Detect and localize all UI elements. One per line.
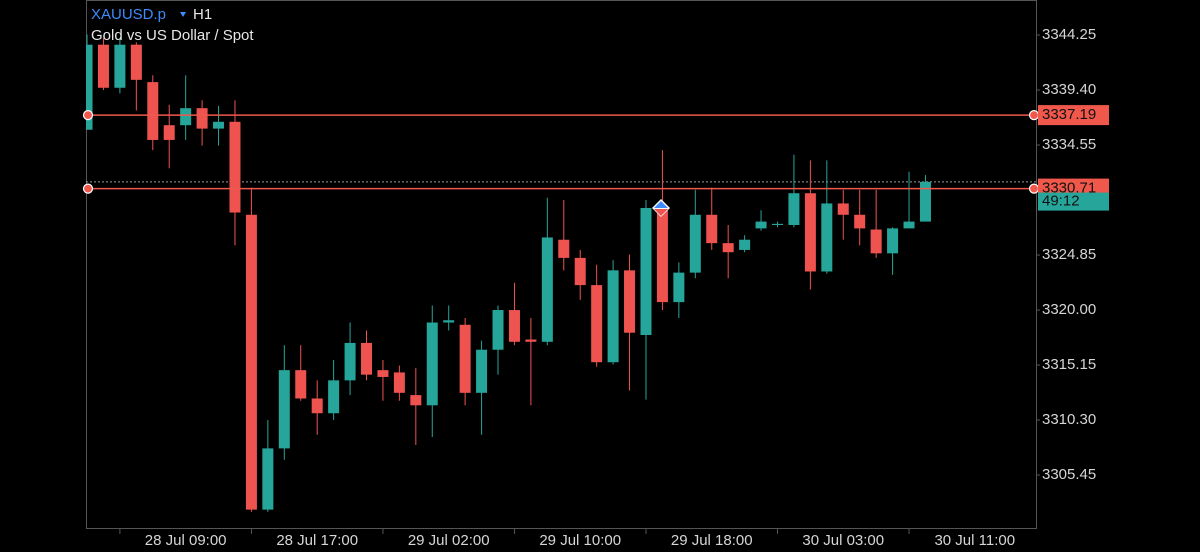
y-tick-label: 3305.45 [1042,466,1096,483]
candle-body [278,370,290,449]
line-handle [1028,110,1040,121]
candle-body [443,320,455,323]
symbol-dropdown[interactable] [180,12,186,17]
candle-body [673,272,685,303]
candle-body [114,44,126,88]
candle-body [213,121,225,129]
candle-body [476,349,488,393]
candle-body [541,237,553,342]
x-tick-label: 29 Jul 18:00 [671,532,753,549]
candle-body [607,270,619,363]
candle-body [196,108,208,129]
candle-body [147,82,159,140]
plot-area [86,34,1036,512]
candle-body [804,193,816,272]
candle-body [772,223,783,225]
price-line-label-box [1038,105,1109,126]
x-tick-label: 30 Jul 11:00 [934,532,1015,549]
candle-body [245,214,257,510]
line-handle [1028,183,1040,194]
trade-marker [652,199,670,217]
candle-body [86,44,93,130]
candle-body [722,243,734,253]
candle-body [870,229,882,254]
y-tick-label: 3334.55 [1042,136,1096,153]
candle-body [558,239,570,258]
candle-body [755,221,767,229]
x-tick-label: 28 Jul 09:00 [145,532,227,549]
candle-body [689,214,701,273]
y-tick-label: 3339.40 [1042,81,1096,98]
candle-body [640,207,652,335]
timeframe[interactable]: H1 [193,6,212,23]
y-tick-label: 3324.85 [1042,246,1096,263]
price-line-label: 3337.19 [1042,106,1096,123]
candle-body [492,310,504,350]
x-tick-label: 29 Jul 02:00 [408,532,490,549]
axes: 3305.45 3310.30 3315.15 3320.00 3324.85 3334.… [82,26,1109,549]
countdown: 49:12 [1042,193,1080,210]
candle-body [163,125,175,140]
candle-body [887,228,899,254]
symbol[interactable]: XAUUSD.p [91,6,166,23]
candle-body [821,203,833,272]
candle-body [311,398,323,414]
countdown-box [1038,192,1109,211]
candle-body [574,257,586,286]
candle-body [706,214,718,244]
x-tick-label: 28 Jul 17:00 [276,532,358,549]
y-tick-label: 3344.25 [1042,26,1096,43]
y-tick-label: 3315.15 [1042,356,1096,373]
line-handle [82,183,94,194]
candle-body [410,395,422,406]
candle-body [903,221,915,229]
candle-body [344,342,356,381]
candle-body [130,44,142,80]
candle-body [361,342,372,375]
candle-body [393,372,405,393]
candle-body [525,339,537,342]
y-tick-label: 3310.30 [1042,411,1096,428]
description: Gold vs US Dollar / Spot [91,27,254,44]
candle-body [508,310,520,342]
candle-body [854,214,866,229]
candle-body [591,285,603,363]
candle-body [624,270,636,333]
candle-body [180,108,192,126]
plot-frame [86,0,1037,529]
candle-body [919,181,931,222]
candle-body [97,44,109,88]
candle-body [295,370,307,399]
candle-body [837,203,849,215]
x-tick-label: 30 Jul 03:00 [802,532,884,549]
price-line-label: 3330.71 [1042,180,1096,197]
x-tick-label: 29 Jul 10:00 [539,532,621,549]
candle-body [739,239,751,250]
candle-body [459,324,471,393]
candle-body [656,207,668,303]
candle-body [328,380,340,414]
candle-body [426,322,438,406]
candle-body [377,370,389,377]
y-tick-label: 3320.00 [1042,301,1096,318]
candle-body [229,121,241,213]
candle-body [262,448,274,510]
line-handle [82,110,94,121]
candle-body [788,193,800,225]
